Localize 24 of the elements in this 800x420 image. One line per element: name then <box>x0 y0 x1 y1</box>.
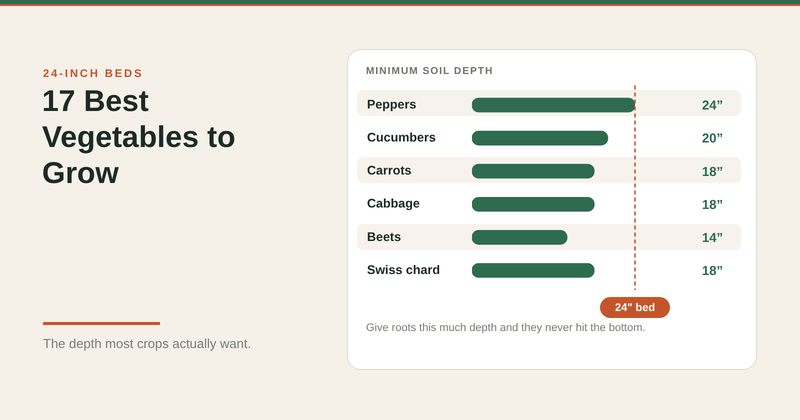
data-label: 18” <box>702 263 723 278</box>
ref-line-label: 24" bed <box>614 302 656 314</box>
data-label: 14” <box>702 230 723 245</box>
bar <box>472 130 608 146</box>
bar <box>472 263 595 278</box>
text: Give roots this much depth and they never hit the bottom. <box>366 322 646 334</box>
data-label: 18” <box>702 196 723 212</box>
y-tick-label: Cabbage <box>367 196 420 211</box>
bar <box>472 230 568 245</box>
bar <box>472 98 635 112</box>
data-label: 24” <box>702 98 723 113</box>
text: 24-INCH BEDS <box>43 68 144 80</box>
y-tick-label: Carrots <box>367 164 412 178</box>
y-tick-label: Beets <box>367 230 402 244</box>
data-label: 18” <box>702 164 723 179</box>
bar <box>472 196 595 212</box>
data-label: 20” <box>702 130 723 146</box>
y-tick-label: Cucumbers <box>367 130 436 145</box>
text: MINIMUM SOIL DEPTH <box>366 66 494 77</box>
text: The depth most crops actually want. <box>43 336 252 351</box>
bar <box>472 164 595 179</box>
y-tick-label: Peppers <box>367 97 416 112</box>
y-tick-label: Swiss chard <box>367 262 440 277</box>
text: 17 Best Vegetables to Grow <box>42 84 236 192</box>
